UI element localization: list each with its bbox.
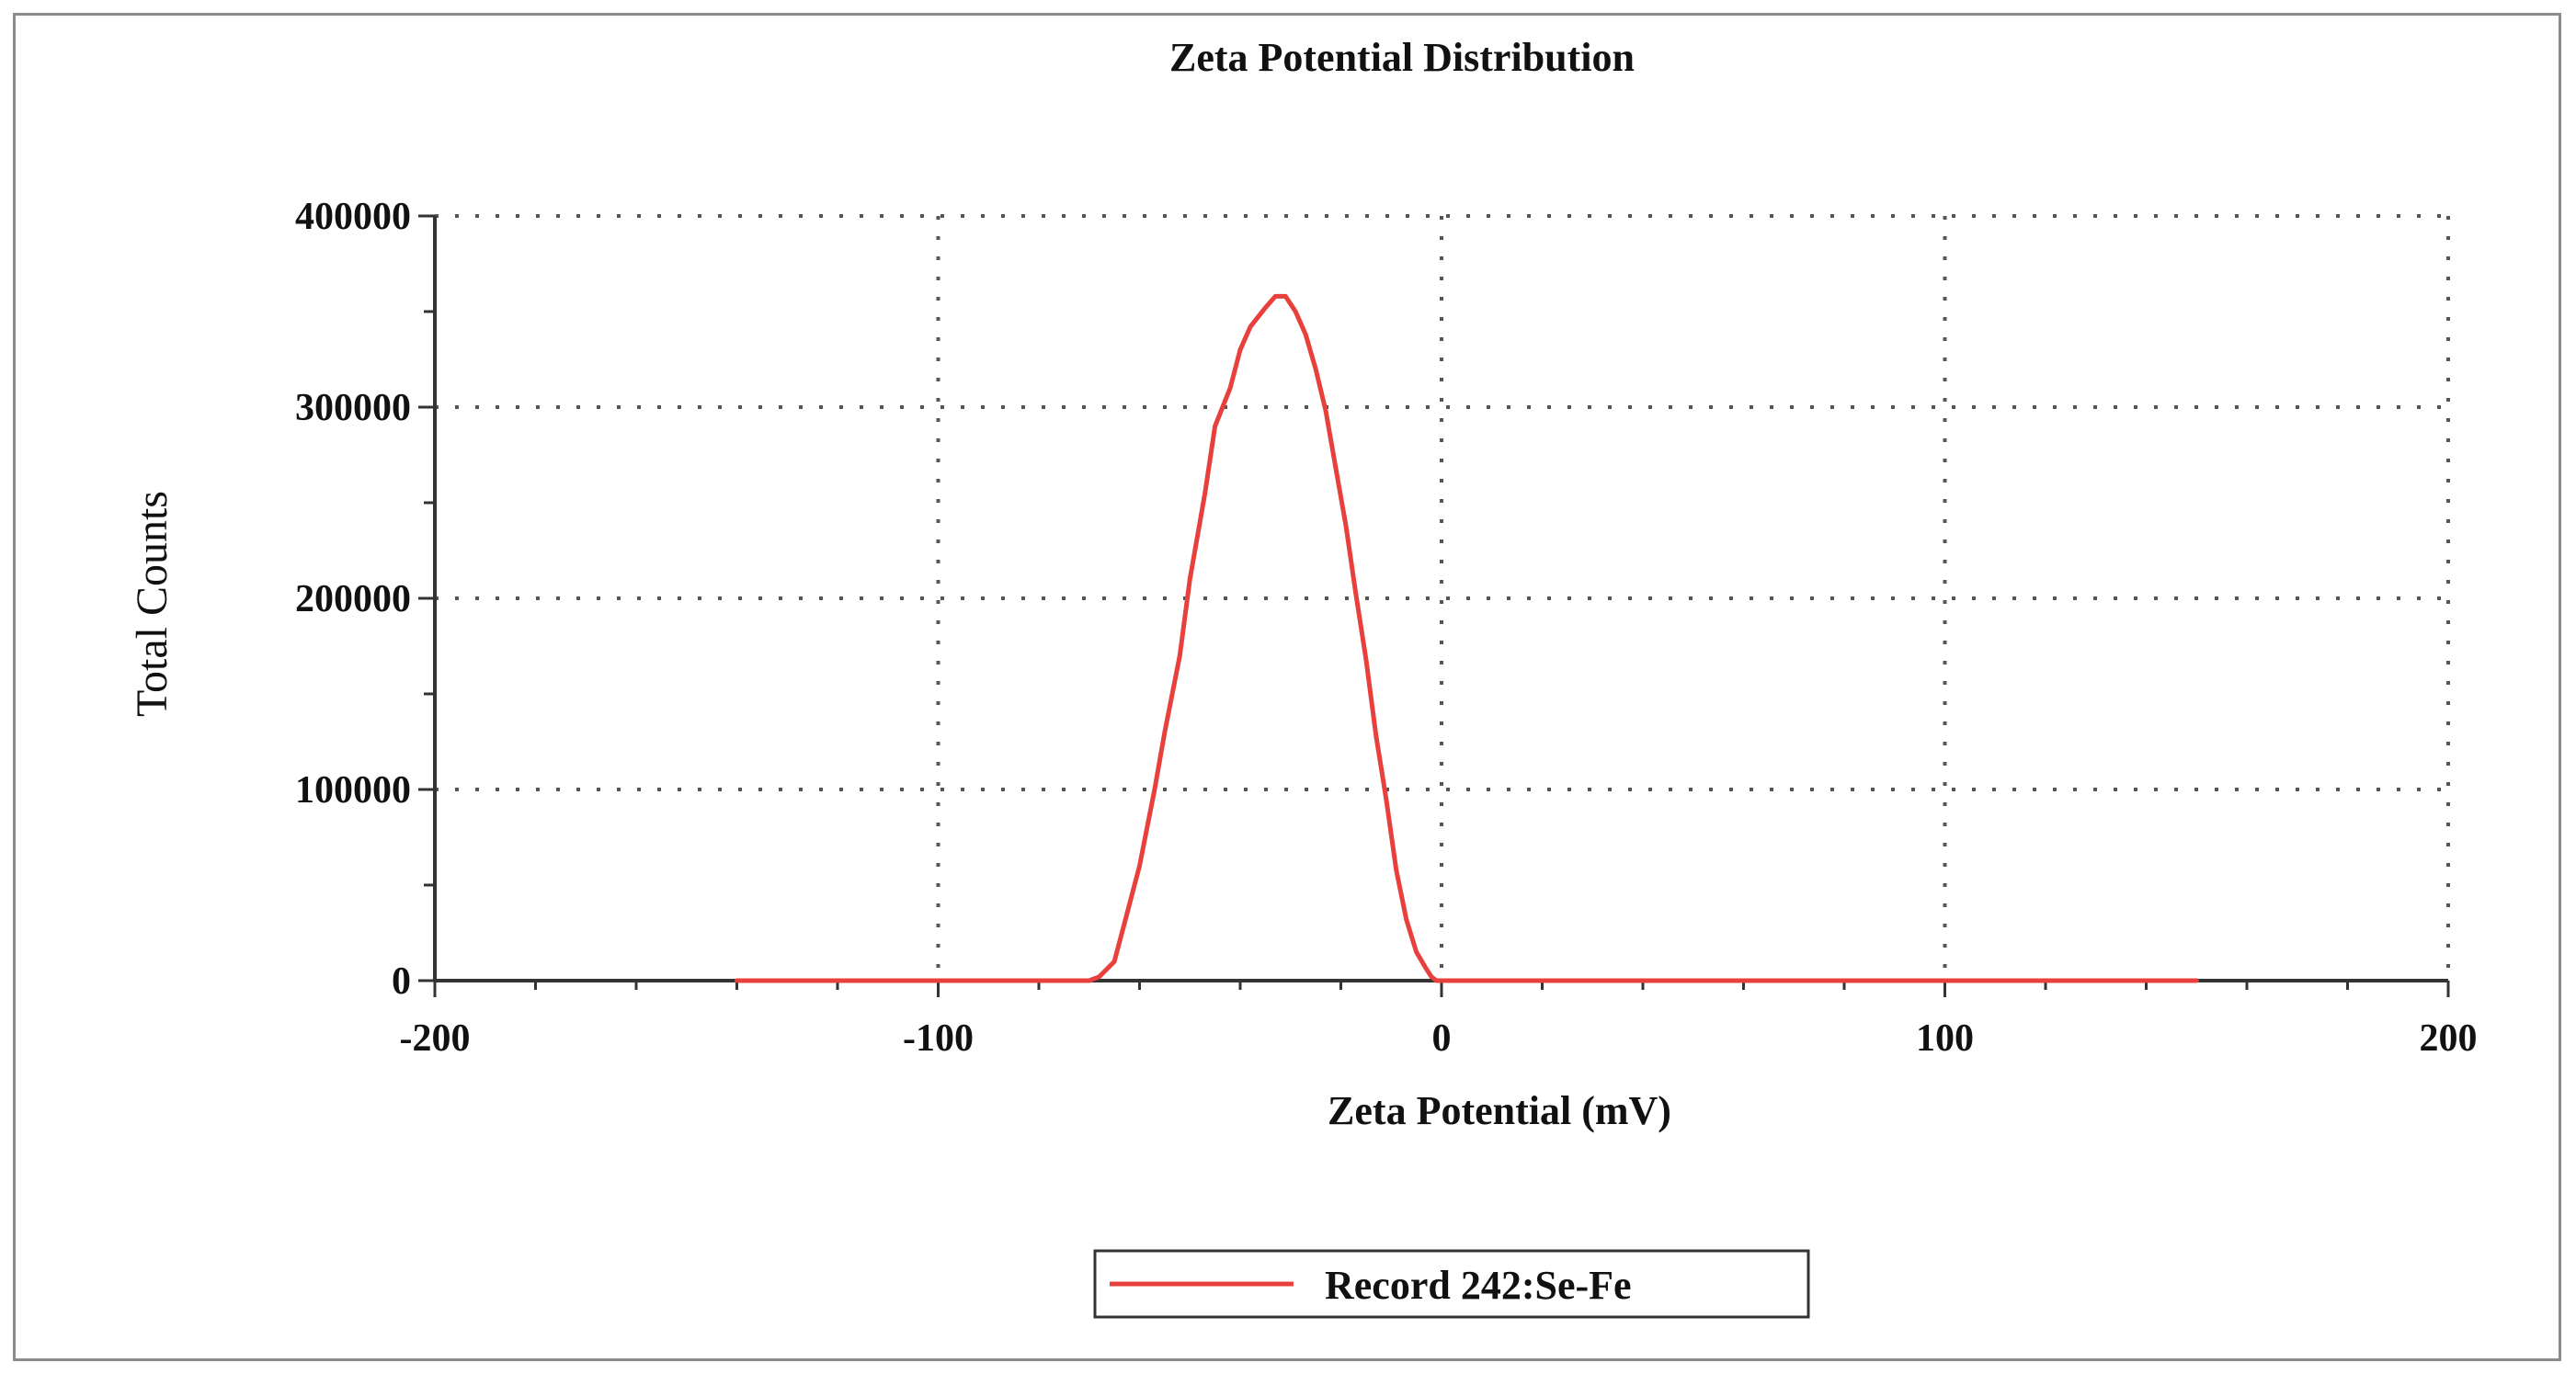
- y-tick-labels: 0 100000 200000 300000 400000: [295, 196, 411, 1003]
- y-axis-label: Total Counts: [128, 491, 177, 717]
- y-tick-label: 200000: [295, 578, 411, 620]
- y-tick-label: 100000: [295, 769, 411, 812]
- series-line-0: [735, 293, 2199, 983]
- x-tick-label: -100: [903, 1017, 974, 1060]
- y-tick-label: 300000: [295, 387, 411, 429]
- legend-label: Record 242:Se-Fe: [1325, 1263, 1632, 1308]
- zeta-potential-chart: Zeta Potential Distribution 010000020000…: [128, 35, 2478, 1319]
- x-tick-label: -200: [400, 1017, 471, 1060]
- series-layer: [735, 293, 2199, 983]
- legend: Record 242:Se-Fe: [1093, 1249, 1810, 1319]
- x-axis-label: Zeta Potential (mV): [1328, 1088, 1671, 1133]
- x-tick-label: 0: [1432, 1017, 1452, 1060]
- x-tick-label: 200: [2420, 1017, 2478, 1060]
- chart-title: Zeta Potential Distribution: [1169, 35, 1635, 80]
- x-tick-labels: -200 -100 0 100 200: [400, 1017, 2478, 1060]
- axes: [418, 214, 2450, 997]
- y-tick-label: 400000: [295, 196, 411, 238]
- gridlines: [435, 214, 2450, 981]
- y-tick-label: 0: [392, 960, 411, 1003]
- x-tick-label: 100: [1916, 1017, 1974, 1060]
- chart-frame: Zeta Potential Distribution 0 100000 20000…: [13, 13, 2561, 1361]
